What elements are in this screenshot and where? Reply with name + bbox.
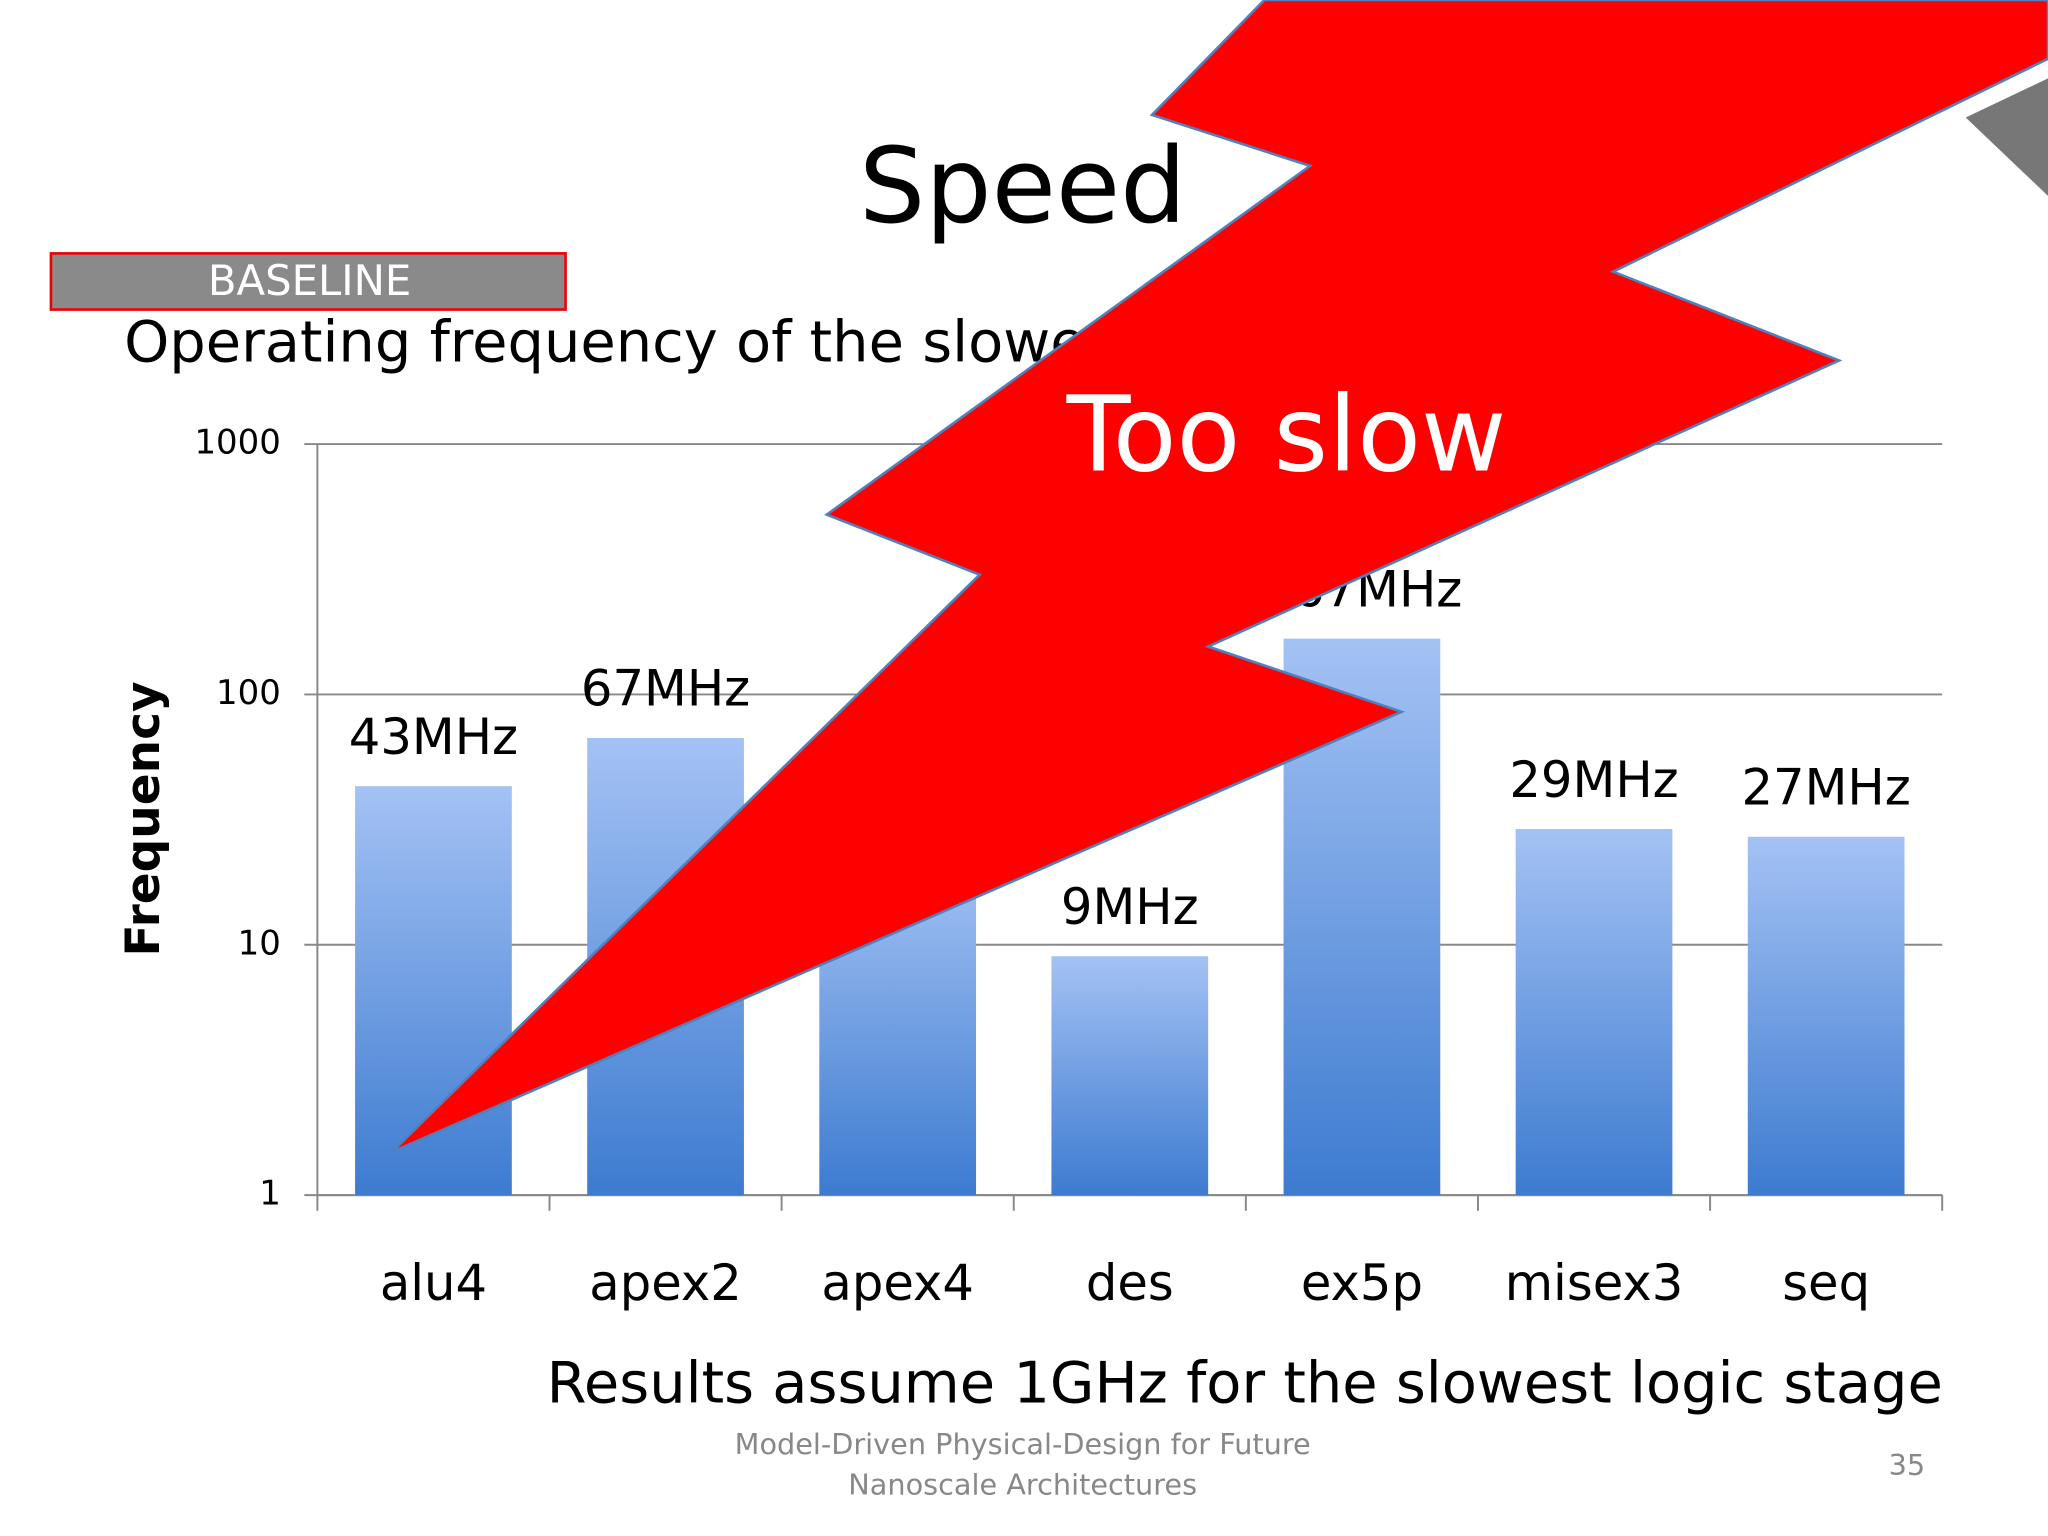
- bar: [1051, 956, 1209, 1196]
- y-tick-label: 1: [259, 1174, 281, 1214]
- x-tick-label: alu4: [380, 1254, 487, 1312]
- footer-line: Model-Driven Physical-Design for Future: [735, 1427, 1311, 1461]
- x-tick-label: apex2: [589, 1254, 742, 1312]
- y-axis-label: Frequency: [116, 681, 171, 956]
- y-tick-label: 1000: [194, 423, 280, 463]
- note: Results assume 1GHz for the slowest logi…: [547, 1350, 1943, 1417]
- corner-shape: [1965, 78, 2048, 196]
- x-tick-label: apex4: [821, 1254, 974, 1312]
- y-tick-label: 100: [216, 673, 281, 713]
- y-tick-label: 10: [238, 923, 281, 963]
- callout: Too slow: [1066, 373, 1507, 495]
- x-tick-label: ex5p: [1301, 1254, 1423, 1312]
- page-number: 35: [1889, 1448, 1926, 1482]
- value-label: 67MHz: [581, 660, 750, 718]
- lightning-bolt: [390, 0, 2048, 1154]
- slide-title: Speed: [859, 125, 1187, 247]
- value-label: 9MHz: [1061, 878, 1199, 936]
- bar: [1515, 829, 1673, 1196]
- badge-text: BASELINE: [208, 256, 411, 305]
- footer-line: Nanoscale Architectures: [848, 1467, 1197, 1501]
- subtitle: Operating frequency of the slowest: [124, 309, 1138, 376]
- bar: [1747, 836, 1905, 1196]
- x-tick-label: seq: [1782, 1254, 1870, 1312]
- x-tick-label: misex3: [1505, 1254, 1684, 1312]
- value-label: 27MHz: [1741, 759, 1910, 817]
- value-label: 29MHz: [1509, 751, 1678, 809]
- badge: [49, 252, 567, 311]
- value-label: 43MHz: [349, 708, 518, 766]
- x-tick-label: des: [1086, 1254, 1174, 1312]
